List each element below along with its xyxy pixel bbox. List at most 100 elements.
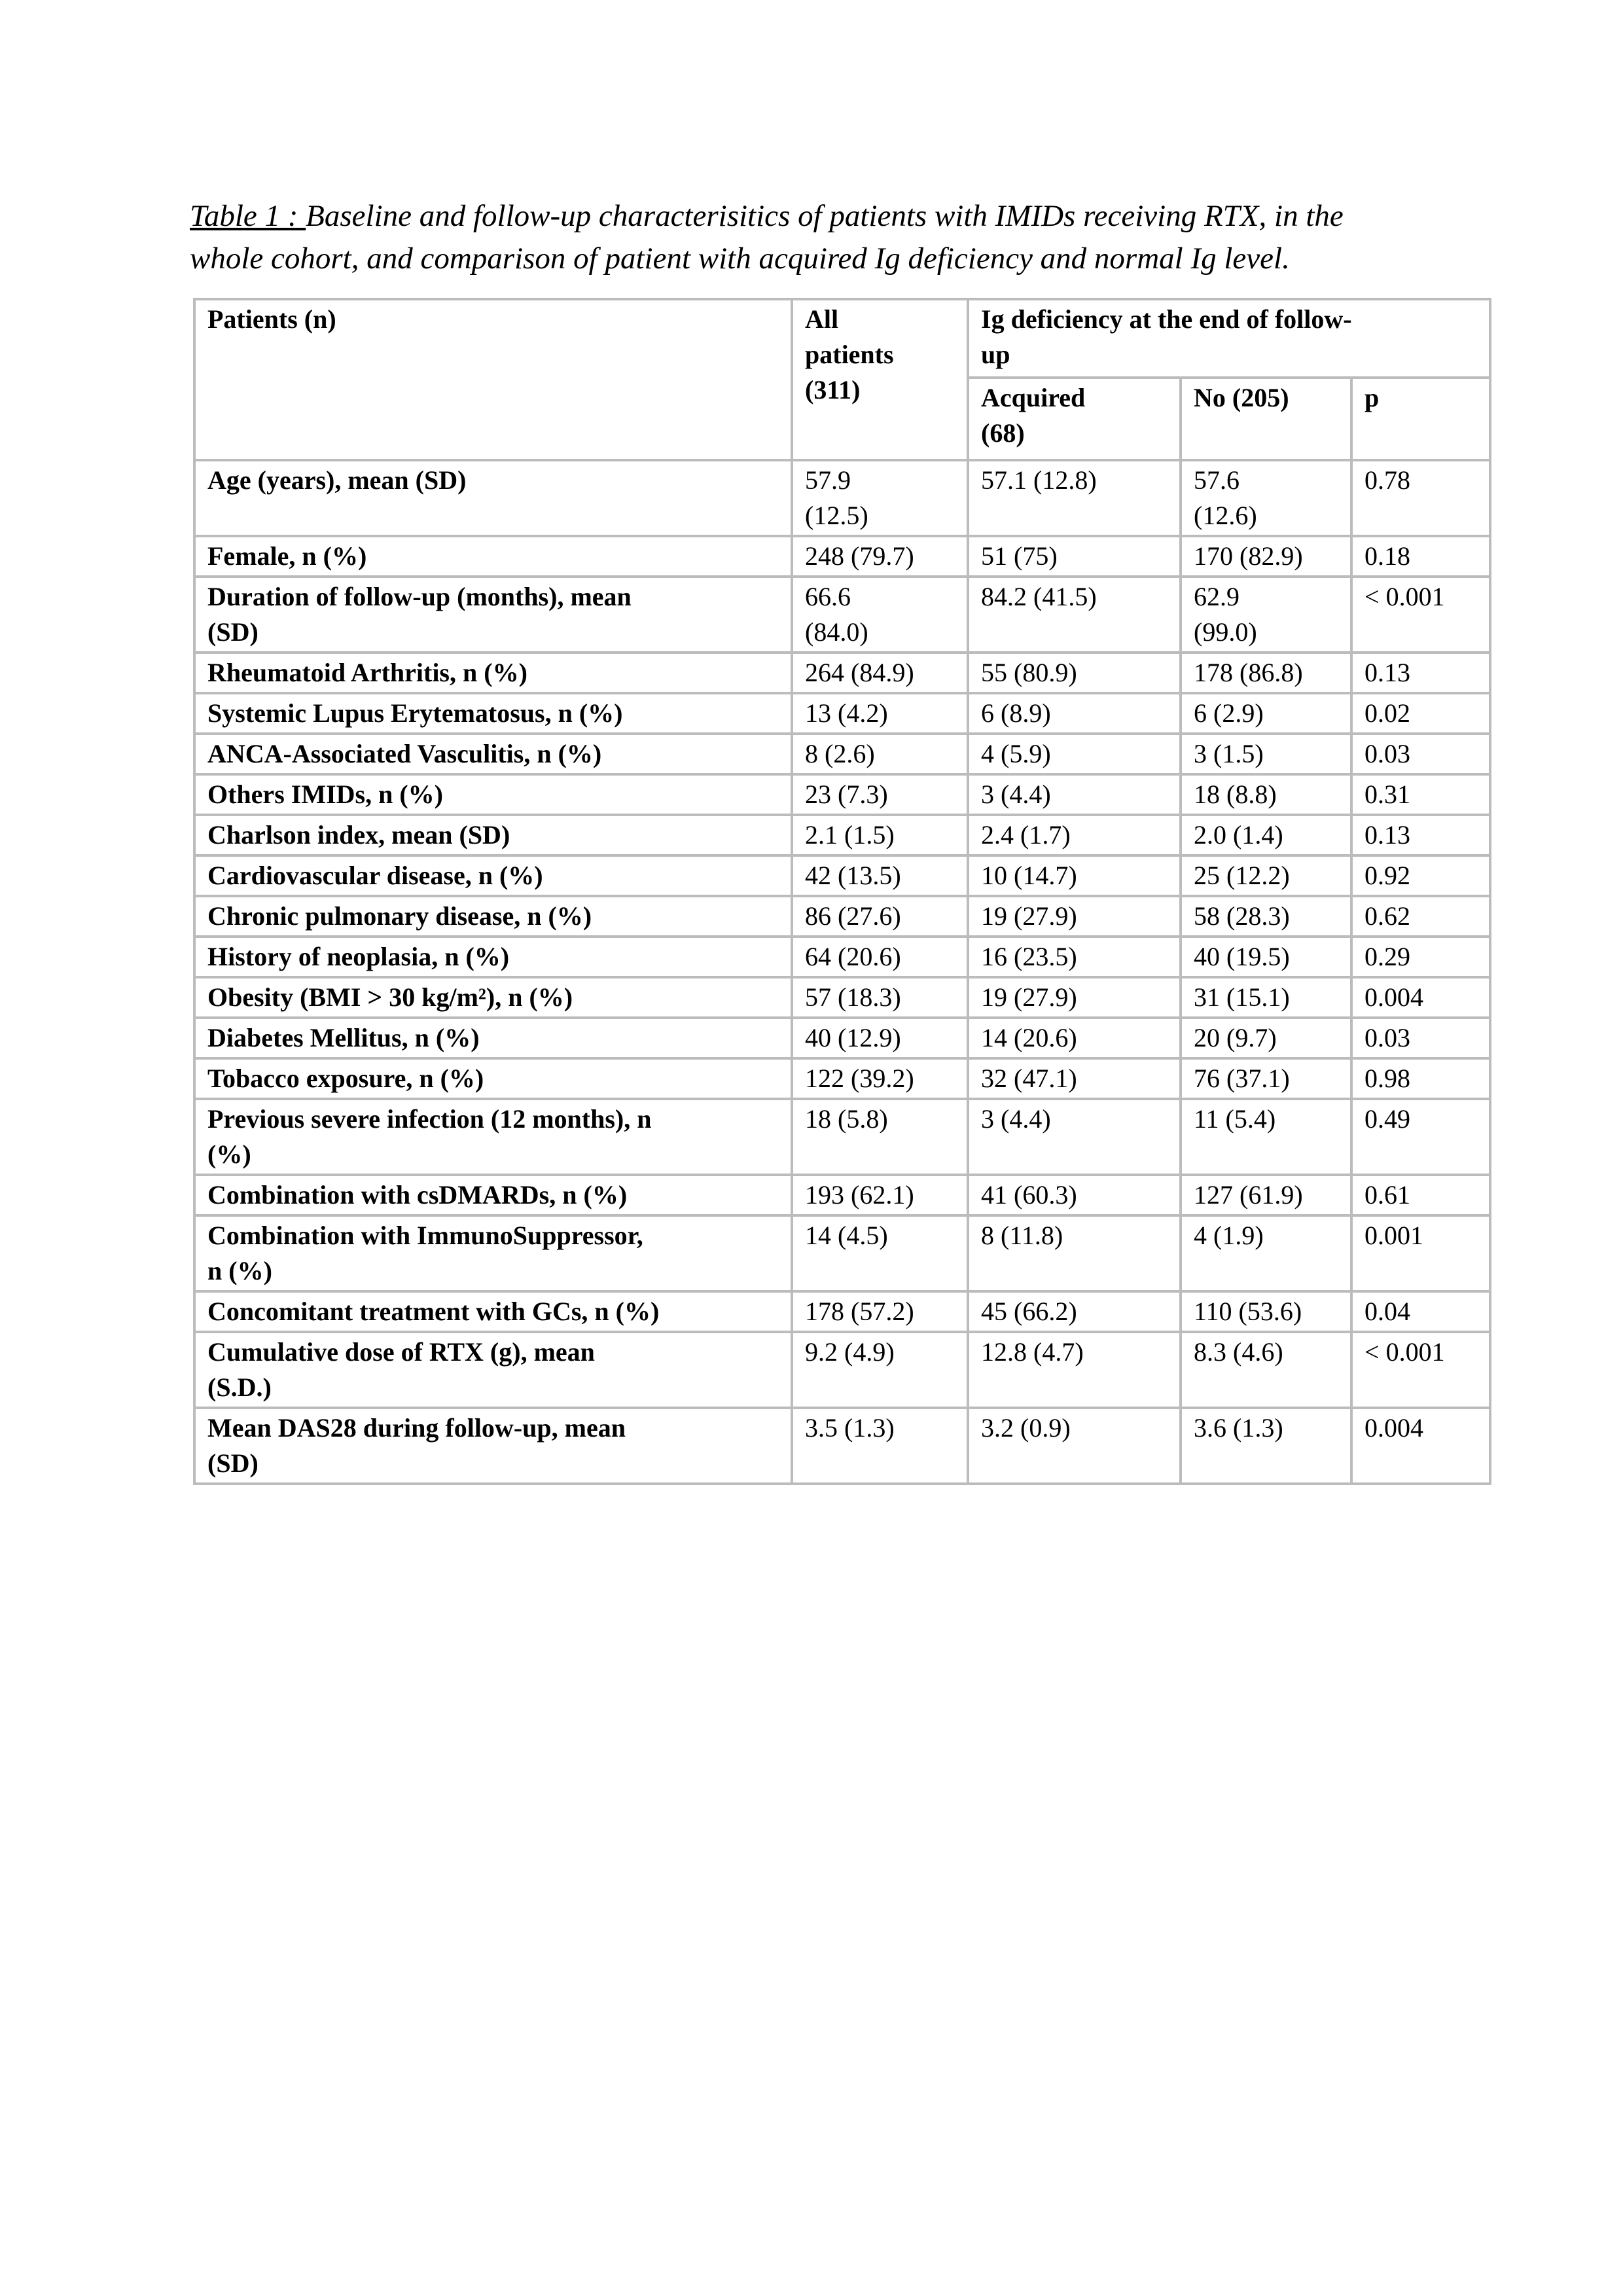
acquired-value-cell: 10 (14.7) (967, 854, 1182, 897)
p-value-cell: 0.92 (1350, 854, 1491, 897)
table-row: Combination with csDMARDs, n (%) 193 (62.… (193, 1174, 1491, 1217)
p-value-cell: < 0.001 (1350, 1331, 1491, 1409)
acquired-value-cell: 57.1 (12.8) (967, 459, 1182, 537)
p-value-cell: 0.004 (1350, 976, 1491, 1019)
p-value-number: 0.001 (1385, 1337, 1445, 1367)
p-value-cell: 0.004 (1350, 1407, 1491, 1485)
acquired-value-cell: 45 (66.2) (967, 1290, 1182, 1333)
all-patients-value-cell: 8 (2.6) (791, 732, 969, 776)
row-label-cell: Others IMIDs, n (%) (193, 773, 793, 816)
p-value-cell: 0.62 (1350, 895, 1491, 938)
no-value-cell: 76 (37.1) (1179, 1057, 1353, 1100)
row-label-cell: Previous severe infection (12 months), n… (193, 1098, 793, 1176)
no-value-cell: 57.6 (12.6) (1179, 459, 1353, 537)
no-value-cell: 58 (28.3) (1179, 895, 1353, 938)
p-value-cell: 0.03 (1350, 1016, 1491, 1060)
table-row: Others IMIDs, n (%) 23 (7.3) 3 (4.4) 18 (8.… (193, 773, 1491, 816)
table-row: Chronic pulmonary disease, n (%) 86 (27.6… (193, 895, 1491, 938)
no-value-cell: 8.3 (4.6) (1179, 1331, 1353, 1409)
row-label-cell: Age (years), mean (SD) (193, 459, 793, 537)
all-patients-value-cell: 178 (57.2) (791, 1290, 969, 1333)
acquired-value-cell: 55 (80.9) (967, 651, 1182, 694)
table-row: ANCA-Associated Vasculitis, n (%) 8 (2.6)… (193, 732, 1491, 776)
table-caption-text: Baseline and follow-up characterisitics … (190, 199, 1344, 276)
acquired-value-cell: 16 (23.5) (967, 935, 1182, 978)
all-patients-value-cell: 3.5 (1.3) (791, 1407, 969, 1485)
all-patients-value-cell: 57 (18.3) (791, 976, 969, 1019)
table-row: Duration of follow-up (months), mean (SD… (193, 575, 1491, 654)
row-label-cell: Chronic pulmonary disease, n (%) (193, 895, 793, 938)
all-patients-value-cell: 264 (84.9) (791, 651, 969, 694)
no-value-cell: 4 (1.9) (1179, 1214, 1353, 1293)
row-label-cell: ANCA-Associated Vasculitis, n (%) (193, 732, 793, 776)
less-than-sign: < (1364, 1337, 1386, 1367)
p-value-number: 0.001 (1385, 582, 1445, 611)
table-row: Mean DAS28 during follow-up, mean (SD) 3.… (193, 1407, 1491, 1485)
row-label-cell: Combination with ImmunoSuppressor, n (%) (193, 1214, 793, 1293)
p-value-cell: 0.13 (1350, 814, 1491, 857)
row-label-cell: Cumulative dose of RTX (g), mean (S.D.) (193, 1331, 793, 1409)
all-patients-value-cell: 57.9 (12.5) (791, 459, 969, 537)
no-value-cell: 3 (1.5) (1179, 732, 1353, 776)
all-patients-value-cell: 42 (13.5) (791, 854, 969, 897)
no-value-cell: 3.6 (1.3) (1179, 1407, 1353, 1485)
table-row: Previous severe infection (12 months), n… (193, 1098, 1491, 1176)
table-caption: Table 1 : Baseline and follow-up charact… (190, 195, 1584, 280)
table-row: Diabetes Mellitus, n (%) 40 (12.9) 14 (20.… (193, 1016, 1491, 1060)
p-value-cell: 0.02 (1350, 692, 1491, 735)
header-row-2: Acquired (68) No (205) p (194, 376, 1491, 461)
p-value-cell: 0.49 (1350, 1098, 1491, 1176)
p-value-cell: 0.31 (1350, 773, 1491, 816)
acquired-value-cell: 14 (20.6) (967, 1016, 1182, 1060)
baseline-characteristics-table: Patients (n) All patients (311) Ig defic… (193, 298, 1491, 1485)
row-label-cell: Mean DAS28 during follow-up, mean (SD) (193, 1407, 793, 1485)
header-all-patients: All patients (311) (791, 298, 969, 461)
no-value-cell: 40 (19.5) (1179, 935, 1353, 978)
acquired-value-cell: 6 (8.9) (967, 692, 1182, 735)
table-row: Cumulative dose of RTX (g), mean (S.D.) 9… (193, 1331, 1491, 1409)
all-patients-value-cell: 64 (20.6) (791, 935, 969, 978)
acquired-value-cell: 3 (4.4) (967, 1098, 1182, 1176)
header-ig-deficiency-group: Ig deficiency at the end of follow- up (967, 298, 1491, 379)
acquired-value-cell: 3 (4.4) (967, 773, 1182, 816)
acquired-value-cell: 8 (11.8) (967, 1214, 1182, 1293)
acquired-value-cell: 41 (60.3) (967, 1174, 1182, 1217)
all-patients-value-cell: 86 (27.6) (791, 895, 969, 938)
p-value-cell: < 0.001 (1350, 575, 1491, 654)
all-patients-value-cell: 9.2 (4.9) (791, 1331, 969, 1409)
p-value-cell: 0.001 (1350, 1214, 1491, 1293)
header-p: p (1350, 376, 1491, 461)
no-value-cell: 11 (5.4) (1179, 1098, 1353, 1176)
row-label-cell: Concomitant treatment with GCs, n (%) (193, 1290, 793, 1333)
p-value-cell: 0.13 (1350, 651, 1491, 694)
table-row: Combination with ImmunoSuppressor, n (%)… (193, 1214, 1491, 1293)
table-row: Concomitant treatment with GCs, n (%) 178… (193, 1290, 1491, 1333)
row-label-cell: Rheumatoid Arthritis, n (%) (193, 651, 793, 694)
acquired-value-cell: 3.2 (0.9) (967, 1407, 1182, 1485)
header-patients: Patients (n) (193, 298, 793, 461)
p-value-cell: 0.61 (1350, 1174, 1491, 1217)
no-value-cell: 6 (2.9) (1179, 692, 1353, 735)
no-value-cell: 18 (8.8) (1179, 773, 1353, 816)
no-value-cell: 25 (12.2) (1179, 854, 1353, 897)
table-row: Cardiovascular disease, n (%) 42 (13.5) 10… (193, 854, 1491, 897)
header-acquired: Acquired (68) (967, 376, 1182, 461)
row-label-cell: Obesity (BMI > 30 kg/m²), n (%) (193, 976, 793, 1019)
row-label-cell: Diabetes Mellitus, n (%) (193, 1016, 793, 1060)
header-no: No (205) (1179, 376, 1353, 461)
no-value-cell: 2.0 (1.4) (1179, 814, 1353, 857)
row-label-cell: Charlson index, mean (SD) (193, 814, 793, 857)
no-value-cell: 170 (82.9) (1179, 535, 1353, 578)
row-label-cell: Cardiovascular disease, n (%) (193, 854, 793, 897)
all-patients-value-cell: 2.1 (1.5) (791, 814, 969, 857)
table-row: Tobacco exposure, n (%) 122 (39.2) 32 (47.… (193, 1057, 1491, 1100)
acquired-value-cell: 84.2 (41.5) (967, 575, 1182, 654)
table-row: Systemic Lupus Erytematosus, n (%) 13 (4.… (193, 692, 1491, 735)
row-label-cell: Tobacco exposure, n (%) (193, 1057, 793, 1100)
acquired-value-cell: 32 (47.1) (967, 1057, 1182, 1100)
all-patients-value-cell: 193 (62.1) (791, 1174, 969, 1217)
all-patients-value-cell: 40 (12.9) (791, 1016, 969, 1060)
no-value-cell: 127 (61.9) (1179, 1174, 1353, 1217)
all-patients-value-cell: 23 (7.3) (791, 773, 969, 816)
all-patients-value-cell: 18 (5.8) (791, 1098, 969, 1176)
